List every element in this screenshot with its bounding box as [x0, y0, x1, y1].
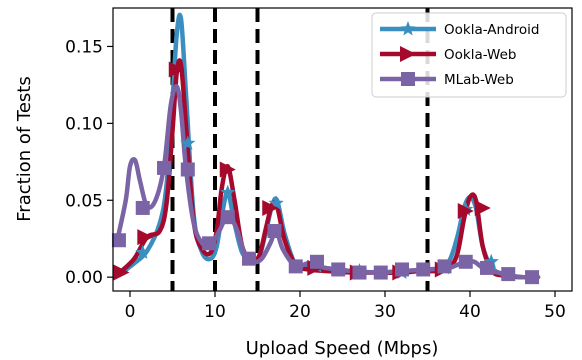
x-tick-label: 20: [289, 302, 311, 322]
y-tick-label: 0.10: [65, 114, 103, 134]
data-point: [480, 261, 494, 275]
legend-label: Ookla-Web: [444, 47, 516, 63]
data-point: [220, 161, 236, 177]
x-tick-label: 30: [374, 302, 396, 322]
data-point: [181, 162, 195, 176]
data-point: [112, 233, 126, 247]
x-tick-label: 40: [459, 302, 481, 322]
data-point: [268, 224, 282, 238]
legend-label: MLab-Web: [444, 72, 514, 88]
data-point: [525, 270, 539, 284]
data-point: [310, 255, 324, 269]
y-axis-label: Fraction of Tests: [14, 76, 35, 221]
data-point: [501, 267, 515, 281]
y-tick-label: 0.15: [65, 37, 103, 57]
data-point: [438, 259, 452, 273]
x-axis-label: Upload Speed (Mbps): [246, 338, 439, 359]
legend-marker: [401, 72, 415, 86]
x-axis: 0 10 20 30 40 50: [125, 291, 566, 322]
data-point: [221, 210, 235, 224]
data-point: [202, 236, 216, 250]
data-point: [157, 161, 171, 175]
data-point: [374, 266, 388, 280]
data-point: [416, 262, 430, 276]
y-tick-label: 0.00: [65, 268, 103, 288]
data-point: [289, 259, 303, 273]
data-point: [242, 252, 256, 266]
data-point: [353, 266, 367, 280]
x-tick-label: 0: [125, 302, 136, 322]
data-point: [331, 262, 345, 276]
data-point: [459, 255, 473, 269]
legend: Ookla-Android Ookla-Web MLab-Web: [372, 13, 566, 97]
y-tick-label: 0.05: [65, 191, 103, 211]
y-axis: 0.00 0.05 0.10 0.15: [65, 37, 113, 288]
legend-label: Ookla-Android: [444, 22, 540, 38]
series-line: [117, 86, 538, 277]
data-point: [395, 262, 409, 276]
data-point: [475, 200, 491, 216]
x-tick-label: 50: [544, 302, 566, 322]
data-point: [136, 201, 150, 215]
x-tick-label: 10: [204, 302, 226, 322]
